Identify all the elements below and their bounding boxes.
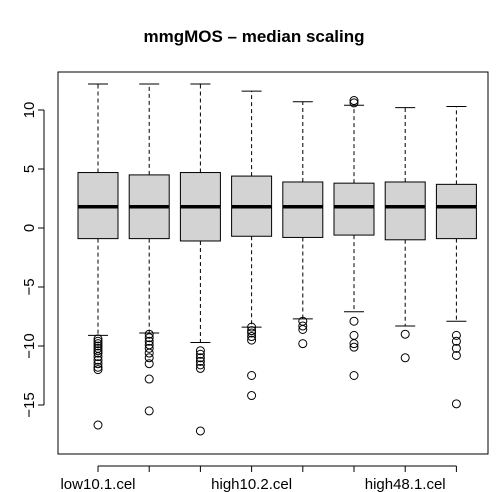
y-axis: 10 5 0 −5 −10 −15 bbox=[21, 102, 45, 418]
outlier-point bbox=[298, 324, 308, 334]
outlier-point bbox=[349, 98, 359, 108]
outlier-point bbox=[451, 330, 461, 340]
box-1 bbox=[77, 83, 119, 430]
y-tick-label: 5 bbox=[21, 165, 38, 173]
outlier-point bbox=[349, 316, 359, 326]
outlier-point bbox=[247, 391, 257, 401]
box-rect bbox=[384, 181, 426, 241]
outlier-point bbox=[93, 420, 103, 430]
outlier-point bbox=[451, 336, 461, 346]
outlier-point bbox=[247, 371, 257, 380]
outlier-point bbox=[195, 426, 205, 436]
y-tick-label: 10 bbox=[21, 102, 38, 119]
outlier-point bbox=[195, 363, 205, 373]
outlier-point bbox=[93, 341, 103, 351]
outlier-point bbox=[144, 348, 154, 358]
outlier-point bbox=[400, 353, 410, 363]
outlier-point bbox=[349, 339, 359, 349]
box-3 bbox=[179, 83, 221, 436]
outlier-point bbox=[144, 333, 154, 343]
outlier-point bbox=[144, 406, 154, 416]
box-8 bbox=[435, 105, 477, 409]
x-axis: low10.1.cel high10.2.cel high48.1.cel bbox=[60, 465, 457, 492]
outlier-point bbox=[195, 349, 205, 359]
outlier-point bbox=[298, 321, 308, 331]
outlier-point bbox=[93, 348, 103, 358]
box-5 bbox=[282, 101, 324, 349]
box-6 bbox=[333, 96, 375, 380]
outlier-point bbox=[93, 339, 103, 349]
outlier-point bbox=[349, 330, 359, 340]
outlier-point bbox=[349, 371, 359, 380]
x-tick-label: high48.1.cel bbox=[365, 476, 446, 492]
outlier-point bbox=[195, 360, 205, 370]
outlier-point bbox=[144, 353, 154, 363]
box-rect bbox=[333, 182, 375, 236]
outlier-point bbox=[247, 335, 257, 345]
outlier-point bbox=[93, 359, 103, 369]
outlier-point bbox=[247, 322, 257, 332]
outlier-point bbox=[93, 334, 103, 344]
outlier-point bbox=[144, 359, 154, 369]
outlier-point bbox=[451, 343, 461, 353]
outlier-point bbox=[451, 399, 461, 409]
outlier-point bbox=[451, 350, 461, 360]
outlier-point bbox=[195, 353, 205, 363]
box-2 bbox=[128, 83, 170, 416]
outlier-point bbox=[144, 374, 154, 384]
x-tick-label: high10.2.cel bbox=[211, 476, 292, 492]
outlier-point bbox=[144, 329, 154, 339]
box-rect bbox=[282, 181, 324, 238]
plot-frame bbox=[57, 71, 489, 455]
y-tick-label: 0 bbox=[21, 224, 38, 232]
outlier-point bbox=[93, 355, 103, 365]
outlier-point bbox=[93, 365, 103, 375]
outlier-point bbox=[144, 343, 154, 353]
outlier-point bbox=[93, 346, 103, 356]
y-tick-label: −5 bbox=[21, 278, 38, 295]
y-tick-label: −10 bbox=[21, 333, 38, 358]
outlier-point bbox=[195, 356, 205, 366]
box-4 bbox=[231, 90, 273, 401]
outlier-point bbox=[247, 326, 257, 336]
outlier-point bbox=[144, 336, 154, 346]
outlier-point bbox=[349, 96, 359, 106]
outlier-point bbox=[247, 328, 257, 338]
boxes-layer bbox=[77, 83, 477, 436]
outlier-point bbox=[298, 339, 308, 349]
box-7 bbox=[384, 107, 426, 363]
outlier-point bbox=[93, 352, 103, 362]
chart-title: mmgMOS – median scaling bbox=[143, 27, 364, 46]
outlier-point bbox=[349, 342, 359, 352]
outlier-point bbox=[93, 362, 103, 372]
x-tick-label: low10.1.cel bbox=[60, 476, 135, 492]
y-tick-label: −15 bbox=[21, 392, 38, 417]
outlier-point bbox=[93, 336, 103, 346]
outlier-point bbox=[400, 329, 410, 339]
outlier-point bbox=[195, 346, 205, 356]
box-rect bbox=[435, 183, 477, 240]
outlier-point bbox=[247, 332, 257, 342]
